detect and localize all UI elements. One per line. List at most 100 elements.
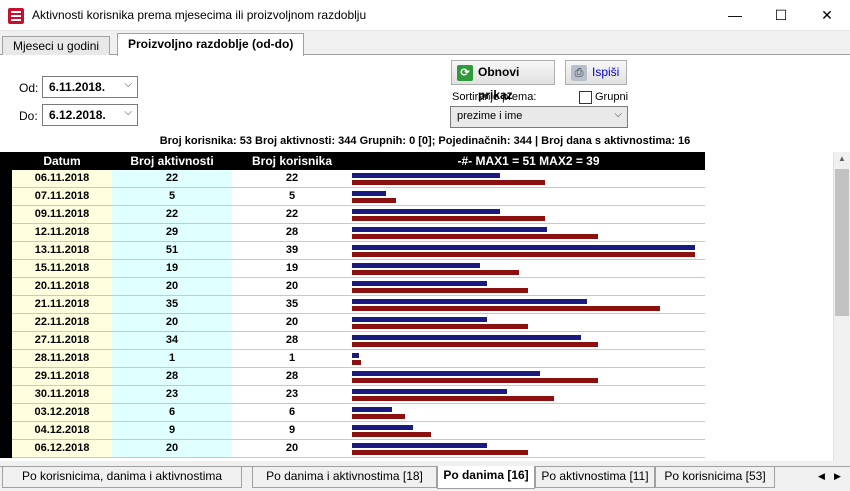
users-bar [352, 432, 432, 437]
cell-date: 06.11.2018 [12, 170, 112, 188]
chevron-down-icon: ⌵ [124, 107, 132, 118]
do-date-value: 6.12.2018. [49, 108, 106, 122]
row-marker [0, 296, 12, 314]
row-marker [0, 314, 12, 332]
cell-date: 21.11.2018 [12, 296, 112, 314]
row-marker [0, 386, 12, 404]
refresh-button-label: Obnovi prikaz [478, 65, 520, 102]
cell-activities: 22 [112, 170, 232, 188]
do-date-picker[interactable]: 6.12.2018. ⌵ [42, 104, 138, 126]
cell-users: 20 [232, 314, 352, 332]
tab-scroll-right-icon[interactable]: ▶ [834, 471, 841, 481]
table-row[interactable]: 29.11.2018 28 28 [0, 368, 833, 386]
table-row[interactable]: 12.11.2018 29 28 [0, 224, 833, 242]
cell-activities: 20 [112, 278, 232, 296]
cell-users: 20 [232, 440, 352, 458]
header-max: -#- MAX1 = 51 MAX2 = 39 [457, 154, 600, 168]
table-row[interactable]: 04.12.2018 9 9 [0, 422, 833, 440]
cell-bar-chart [352, 332, 705, 350]
vertical-scrollbar[interactable]: ▲ [833, 152, 850, 461]
cell-activities: 19 [112, 260, 232, 278]
cell-activities: 6 [112, 404, 232, 422]
row-marker [0, 242, 12, 260]
cell-users: 35 [232, 296, 352, 314]
table-row[interactable]: 06.11.2018 22 22 [0, 170, 833, 188]
cell-users: 9 [232, 422, 352, 440]
sort-label: Sortiranje prema: [452, 91, 537, 103]
cell-bar-chart [352, 422, 705, 440]
row-marker [0, 368, 12, 386]
close-button[interactable]: ✕ [821, 7, 833, 23]
row-marker [0, 422, 12, 440]
activities-bar [352, 191, 386, 196]
od-label: Od: [19, 81, 39, 95]
cell-date: 07.11.2018 [12, 188, 112, 206]
cell-activities: 29 [112, 224, 232, 242]
users-bar [352, 198, 396, 203]
row-marker [0, 188, 12, 206]
tab-proizvoljno-razdoblje[interactable]: Proizvoljno razdoblje (od-do) [117, 33, 305, 56]
print-button[interactable]: ⎙ Ispiši [565, 60, 627, 85]
activities-bar [352, 209, 500, 214]
cell-activities: 20 [112, 440, 232, 458]
users-bar [352, 360, 361, 365]
cell-users: 22 [232, 170, 352, 188]
row-marker [0, 206, 12, 224]
refresh-button[interactable]: ⟳ Obnovi prikaz [451, 60, 555, 102]
cell-bar-chart [352, 188, 705, 206]
table-row[interactable]: 15.11.2018 19 19 [0, 260, 833, 278]
sort-select[interactable]: prezime i ime ⌵ [450, 106, 628, 128]
table-row[interactable]: 28.11.2018 1 1 [0, 350, 833, 368]
tab-po-danima[interactable]: Po danima [16] [437, 466, 535, 489]
row-marker [0, 404, 12, 422]
table-row[interactable]: 22.11.2018 20 20 [0, 314, 833, 332]
tab-po-korisnicima-danima[interactable]: Po korisnicima, danima i aktivnostima [2, 467, 242, 488]
cell-date: 27.11.2018 [12, 332, 112, 350]
cell-bar-chart [352, 170, 705, 188]
maximize-button[interactable]: ☐ [774, 7, 788, 23]
activities-bar [352, 281, 487, 286]
cell-activities: 34 [112, 332, 232, 350]
cell-users: 5 [232, 188, 352, 206]
cell-users: 20 [232, 278, 352, 296]
users-bar [352, 306, 660, 311]
tab-mjeseci-u-godini[interactable]: Mjeseci u godini [2, 36, 111, 55]
cell-activities: 35 [112, 296, 232, 314]
table-row[interactable]: 03.12.2018 6 6 [0, 404, 833, 422]
table-row[interactable]: 27.11.2018 34 28 [0, 332, 833, 350]
cell-activities: 9 [112, 422, 232, 440]
tab-po-danima-i-aktivnostima[interactable]: Po danima i aktivnostima [18] [252, 467, 437, 488]
od-date-picker[interactable]: 6.11.2018. ⌵ [42, 76, 138, 98]
table-row[interactable]: 21.11.2018 35 35 [0, 296, 833, 314]
table-row[interactable]: 20.11.2018 20 20 [0, 278, 833, 296]
users-bar [352, 252, 695, 257]
table-row[interactable]: 13.11.2018 51 39 [0, 242, 833, 260]
cell-bar-chart [352, 404, 705, 422]
cell-bar-chart [352, 440, 705, 458]
app-icon [8, 8, 24, 24]
table-row[interactable]: 09.11.2018 22 22 [0, 206, 833, 224]
scroll-thumb[interactable] [835, 169, 849, 316]
activities-bar [352, 443, 487, 448]
activities-bar [352, 245, 695, 250]
data-grid[interactable]: Datum Broj aktivnosti Broj korisnika -#-… [0, 152, 833, 461]
group-checkbox[interactable] [579, 91, 592, 104]
activities-bar [352, 407, 393, 412]
cell-bar-chart [352, 224, 705, 242]
table-row[interactable]: 07.11.2018 5 5 [0, 188, 833, 206]
activities-bar [352, 317, 487, 322]
tab-po-korisnicima[interactable]: Po korisnicima [53] [655, 467, 775, 488]
tab-scroll-left-icon[interactable]: ◀ [818, 471, 825, 481]
row-marker [0, 224, 12, 242]
minimize-button[interactable]: — [728, 7, 742, 23]
users-bar [352, 234, 599, 239]
activities-bar [352, 389, 507, 394]
table-row[interactable]: 30.11.2018 23 23 [0, 386, 833, 404]
table-row[interactable]: 06.12.2018 20 20 [0, 440, 833, 458]
cell-date: 20.11.2018 [12, 278, 112, 296]
scroll-up-icon[interactable]: ▲ [838, 154, 846, 163]
header-datum: Datum [43, 154, 81, 168]
tab-po-aktivnostima[interactable]: Po aktivnostima [11] [535, 467, 655, 488]
do-label: Do: [19, 109, 38, 123]
title-bar: Aktivnosti korisnika prema mjesecima ili… [0, 0, 850, 31]
